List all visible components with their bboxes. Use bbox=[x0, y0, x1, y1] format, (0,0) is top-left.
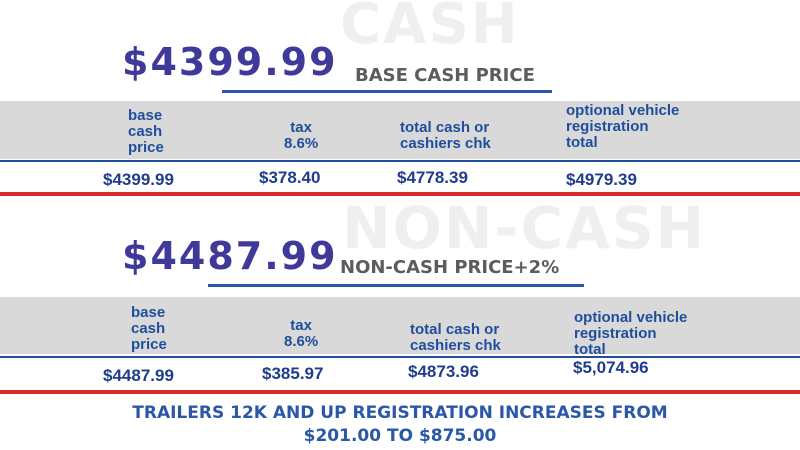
noncash-price-label: NON-CASH PRICE+2% bbox=[340, 257, 560, 278]
noncash-header-total: total cash or cashiers chk bbox=[410, 321, 501, 354]
noncash-price: $4487.99 bbox=[122, 234, 338, 278]
cash-divider-red bbox=[0, 192, 800, 196]
noncash-header-tax: tax 8.6% bbox=[284, 317, 319, 350]
cash-header-band bbox=[0, 101, 800, 159]
noncash-header-registration: optional vehicle registration total bbox=[574, 309, 688, 358]
noncash-price-underline bbox=[208, 284, 584, 287]
registration-notice: TRAILERS 12K AND UP REGISTRATION INCREAS… bbox=[0, 402, 800, 448]
cash-price: $4399.99 bbox=[122, 40, 338, 84]
cash-value-registration: $4979.39 bbox=[566, 170, 637, 189]
cash-value-total: $4778.39 bbox=[397, 168, 468, 187]
cash-header-tax: tax 8.6% bbox=[284, 119, 319, 152]
cash-watermark: CASH bbox=[340, 0, 520, 57]
cash-value-tax: $378.40 bbox=[259, 168, 321, 187]
cash-header-base: base cash price bbox=[128, 107, 164, 156]
registration-notice-line1: TRAILERS 12K AND UP REGISTRATION INCREAS… bbox=[132, 403, 668, 423]
cash-value-base: $4399.99 bbox=[103, 170, 174, 189]
registration-notice-line2: $201.00 TO $875.00 bbox=[303, 426, 497, 446]
cash-divider-blue bbox=[0, 160, 800, 162]
cash-price-underline bbox=[222, 90, 552, 93]
noncash-value-total: $4873.96 bbox=[408, 362, 479, 381]
noncash-value-registration: $5,074.96 bbox=[573, 358, 649, 377]
cash-header-total: total cash or cashiers chk bbox=[400, 119, 491, 152]
noncash-header-base: base cash price bbox=[131, 304, 167, 353]
noncash-divider-blue bbox=[0, 356, 800, 358]
cash-price-label: BASE CASH PRICE bbox=[355, 65, 535, 86]
cash-header-registration: optional vehicle registration total bbox=[566, 102, 680, 151]
noncash-watermark: NON-CASH bbox=[342, 194, 707, 262]
noncash-divider-red bbox=[0, 390, 800, 394]
noncash-value-base: $4487.99 bbox=[103, 366, 174, 385]
noncash-header-band bbox=[0, 297, 800, 354]
noncash-value-tax: $385.97 bbox=[262, 364, 324, 383]
